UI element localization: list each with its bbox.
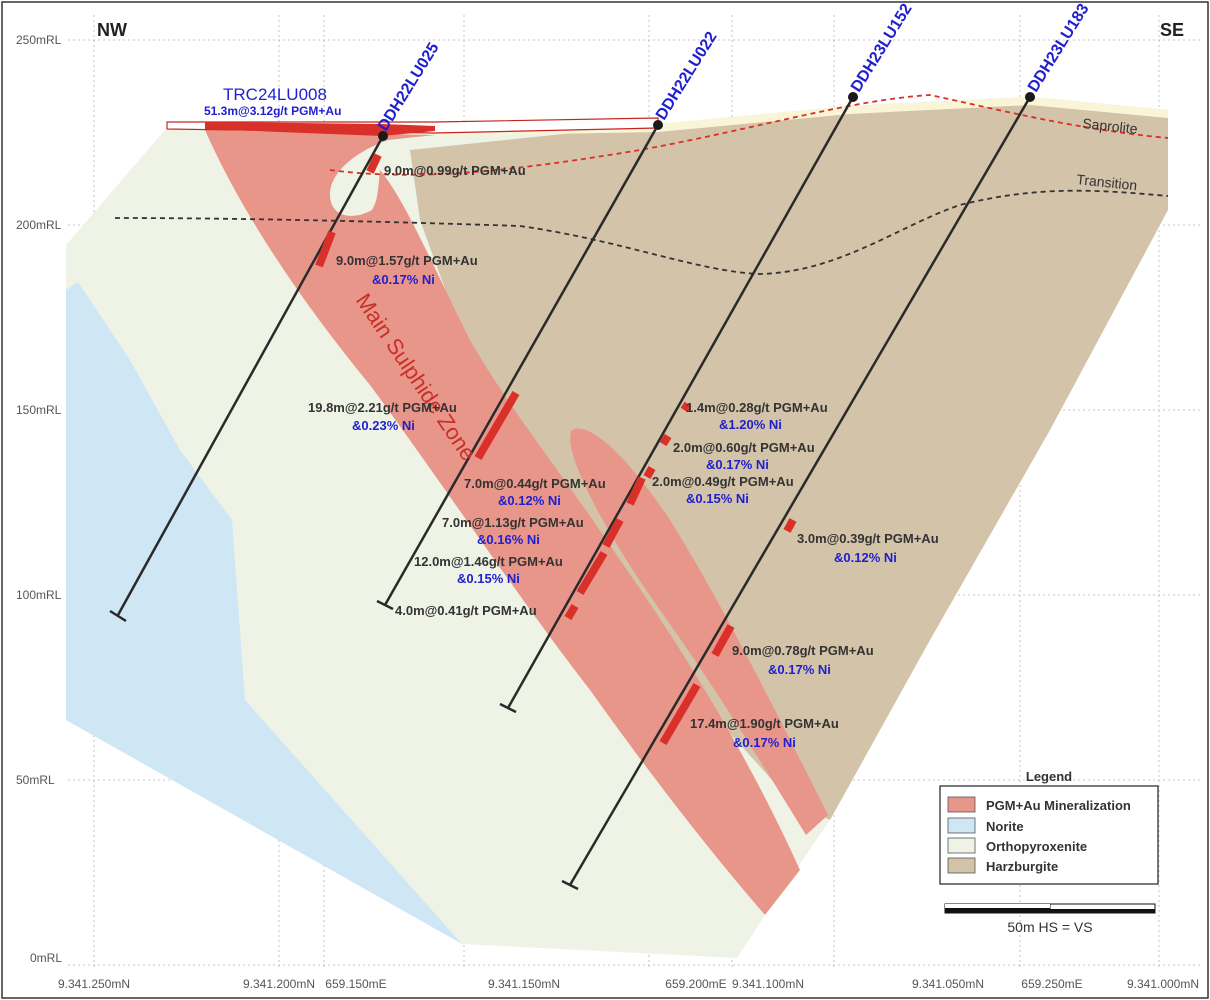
coord-label: 659.250mE [1021,977,1082,991]
intercept-label: 1.4m@0.28g/t PGM+Au [686,400,828,415]
legend-label: Harzburgite [986,859,1058,874]
legend-swatch-orthopyroxenite [947,837,976,854]
intercept-ni-label: &0.12% Ni [834,550,897,565]
intercept-label: 7.0m@0.44g/t PGM+Au [464,476,606,491]
rl-label: 0mRL [30,951,62,965]
trench-mineralized [205,122,435,136]
intercept-ni-label: &0.17% Ni [372,272,435,287]
scale-bar-label: 50m HS = VS [1007,919,1092,935]
legend-label: PGM+Au Mineralization [986,798,1131,813]
intercept-label: 3.0m@0.39g/t PGM+Au [797,531,939,546]
coord-label: 9.341.050mN [912,977,984,991]
legend-swatch-harzburgite [947,857,976,874]
intercept-label: 2.0m@0.49g/t PGM+Au [652,474,794,489]
intercept-label: 9.0m@0.99g/t PGM+Au [384,163,526,178]
intercept-label: 9.0m@1.57g/t PGM+Au [336,253,478,268]
intercept-label: 17.4m@1.90g/t PGM+Au [690,716,839,731]
coord-label: 9.341.000mN [1127,977,1199,991]
intercept-labels: 9.0m@0.99g/t PGM+Au 9.0m@1.57g/t PGM+Au … [308,163,939,750]
legend-swatch-mineralization [947,796,976,813]
rl-label: 200mRL [16,218,62,232]
trench-label: TRC24LU008 [223,85,327,104]
coord-label: 9.341.250mN [58,977,130,991]
coord-label: 9.341.150mN [488,977,560,991]
intercept-ni-label: &0.12% Ni [498,493,561,508]
rl-label: 50mRL [16,773,55,787]
intercept-ni-label: &0.15% Ni [457,571,520,586]
coordinate-axis: 9.341.250mN 9.341.200mN 659.150mE 9.341.… [58,977,1199,991]
legend-box [939,785,1159,885]
legend-label: Norite [986,819,1024,834]
legend-label: Orthopyroxenite [986,839,1087,854]
norite-unit [66,282,462,944]
coord-label: 659.200mE [665,977,726,991]
intercept-label: 2.0m@0.60g/t PGM+Au [673,440,815,455]
intercept-ni-label: &0.17% Ni [733,735,796,750]
intercept-ni-label: &0.15% Ni [686,491,749,506]
intercept-label: 19.8m@2.21g/t PGM+Au [308,400,457,415]
intercept-ni-label: &1.20% Ni [719,417,782,432]
rl-label: 150mRL [16,403,62,417]
scale-bar: 50m HS = VS [944,903,1156,935]
legend-swatch-norite [947,817,976,834]
drill-holes [109,96,1032,891]
coord-label: 659.150mE [325,977,386,991]
intercept-bars [315,153,797,746]
intercept-ni-label: &0.16% Ni [477,532,540,547]
legend-title: Legend [1026,769,1072,784]
harzburgite-unit [410,97,1168,820]
rl-label: 100mRL [16,588,62,602]
intercept-ni-label: &0.17% Ni [706,457,769,472]
collar-points [378,92,1035,141]
compass-se: SE [1160,20,1184,40]
intercept-label: 7.0m@1.13g/t PGM+Au [442,515,584,530]
compass-nw: NW [97,20,127,40]
rl-axis: 250mRL 200mRL 150mRL 100mRL 50mRL 0mRL [16,33,62,965]
main-sulphide-zone [205,130,800,915]
intercept-label: 12.0m@1.46g/t PGM+Au [414,554,563,569]
transition-label: Transition [1076,171,1138,193]
saprolite-label: Saprolite [1082,115,1139,137]
legend: Legend PGM+Au Mineralization Norite Orth… [939,769,1159,885]
transition-boundary [114,189,1169,275]
saprolite-boundary [329,94,1169,176]
coord-label: 9.341.100mN [732,977,804,991]
rl-label: 250mRL [16,33,62,47]
intercept-label: 9.0m@0.78g/t PGM+Au [732,643,874,658]
trench-result: 51.3m@3.12g/t PGM+Au [204,104,341,118]
intercept-ni-label: &0.17% Ni [768,662,831,677]
mineralization-lens [570,428,828,835]
intercept-label: 4.0m@0.41g/t PGM+Au [395,603,537,618]
intercept-ni-label: &0.23% Ni [352,418,415,433]
coord-label: 9.341.200mN [243,977,315,991]
